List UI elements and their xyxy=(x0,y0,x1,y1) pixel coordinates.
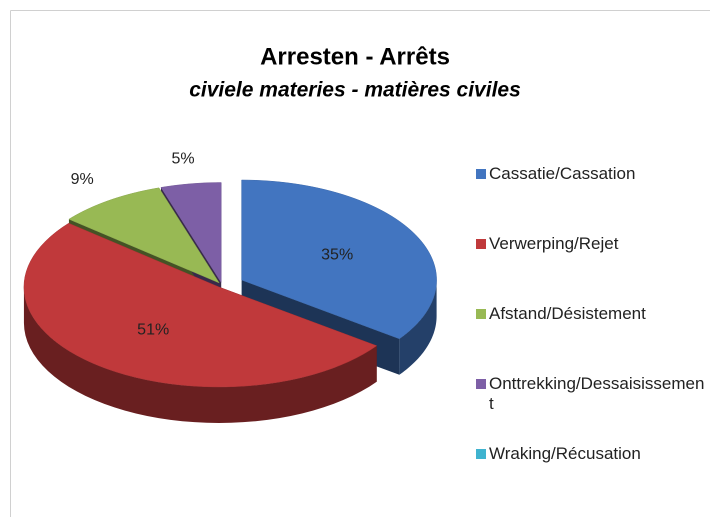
pie-wall xyxy=(399,280,437,375)
legend-label: Wraking/Récusation xyxy=(489,444,641,463)
pie-slice xyxy=(160,182,222,284)
legend-swatch xyxy=(476,309,486,319)
legend-label: Afstand/Désistement xyxy=(489,304,646,323)
legend-item: Afstand/Désistement xyxy=(476,304,708,324)
legend-item: Onttrekking/Dessaisissement xyxy=(476,374,708,413)
pie-slice xyxy=(23,222,378,388)
chart-subtitle: civiele materies - matières civiles xyxy=(189,79,521,102)
data-label: 5% xyxy=(172,150,195,167)
legend-item: Wraking/Récusation xyxy=(476,444,708,464)
pie-tops xyxy=(23,179,437,388)
legend: Cassatie/Cassation Verwerping/Rejet Afstan… xyxy=(476,164,708,464)
legend-label: Verwerping/Rejet xyxy=(489,234,619,253)
legend-item: Verwerping/Rejet xyxy=(476,234,708,254)
legend-label: Onttrekking/Dessaisissement xyxy=(489,374,705,413)
data-label: 51% xyxy=(137,322,169,339)
legend-swatch xyxy=(476,449,486,459)
legend-item: Cassatie/Cassation xyxy=(476,164,708,184)
pie-slice xyxy=(68,187,220,284)
legend-swatch xyxy=(476,169,486,179)
chart-title: Arresten - Arrêts xyxy=(260,43,450,70)
legend-label: Cassatie/Cassation xyxy=(489,164,636,183)
data-label: 9% xyxy=(71,171,94,188)
legend-swatch xyxy=(476,239,486,249)
legend-swatch xyxy=(476,379,486,389)
pie-wall xyxy=(23,286,377,423)
data-label: 35% xyxy=(321,246,353,263)
pie-slice xyxy=(241,179,437,340)
